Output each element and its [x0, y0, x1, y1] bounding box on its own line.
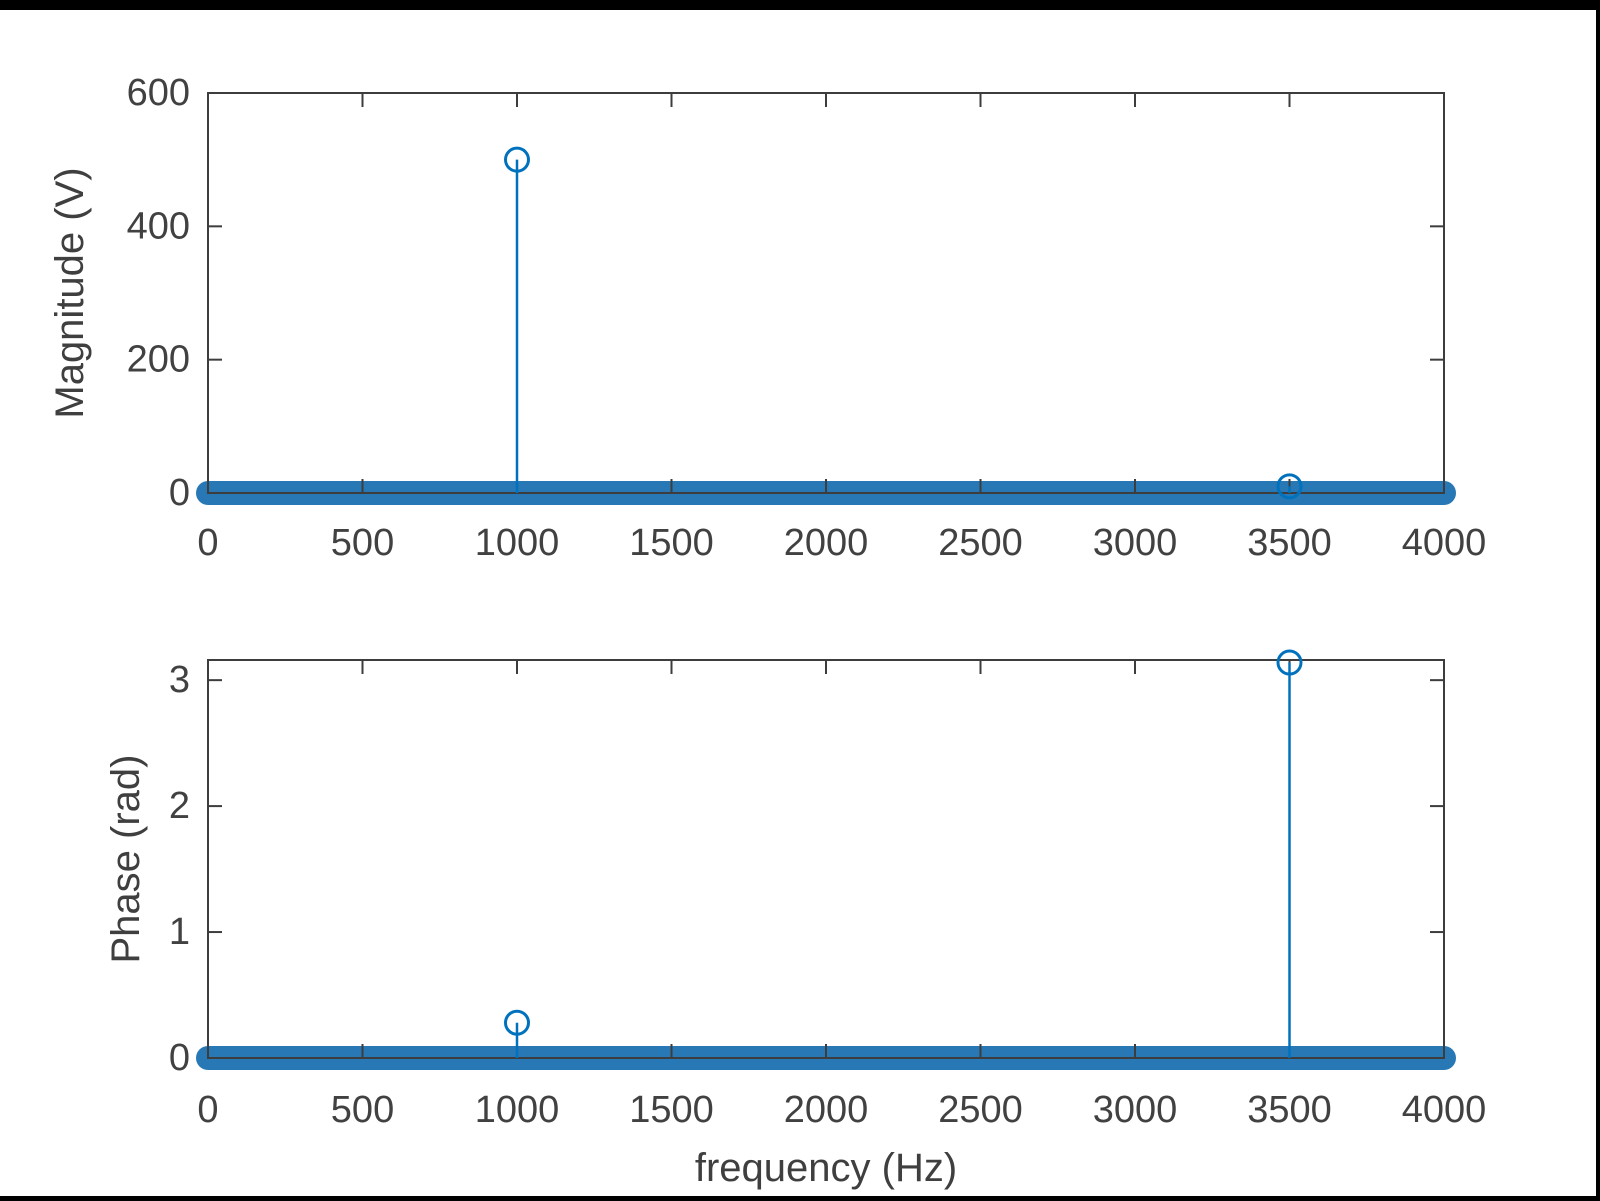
x-tick-label: 500 [331, 522, 394, 564]
x-tick-label: 3500 [1247, 522, 1332, 564]
y-tick-label: 0 [169, 472, 190, 514]
x-tick-label: 0 [197, 1089, 218, 1131]
stem-marker [1276, 473, 1303, 500]
screenshot-border-right [1596, 0, 1600, 1201]
plot-box [207, 92, 1445, 494]
x-tick-label: 2000 [784, 1089, 869, 1131]
x-tick-label: 500 [331, 1089, 394, 1131]
x-tick-label: 2000 [784, 522, 869, 564]
x-tick-label: 0 [197, 522, 218, 564]
x-tick-label: 3000 [1093, 522, 1178, 564]
y-tick-label: 1 [169, 911, 190, 953]
stem-marker [504, 146, 530, 173]
x-tick-label: 4000 [1402, 1089, 1487, 1131]
x-tick-label: 2500 [938, 1089, 1023, 1131]
x-tick-label: 1500 [629, 522, 714, 564]
screenshot-border-bottom [0, 1196, 1600, 1201]
y-tick-label: 400 [127, 205, 190, 247]
y-tick-label: 0 [169, 1037, 190, 1079]
stem-marker [1276, 649, 1303, 676]
x-tick-label: 1000 [475, 522, 560, 564]
x-tick-label: 1500 [629, 1089, 714, 1131]
x-tick-label: 4000 [1402, 522, 1487, 564]
y-tick-label: 2 [169, 785, 190, 827]
stem-marker [504, 1009, 530, 1036]
x-tick-label: 3000 [1093, 1089, 1178, 1131]
y-tick-label: 3 [169, 659, 190, 701]
y-tick-label: 600 [127, 72, 190, 114]
screenshot-border-top [0, 0, 1600, 10]
x-tick-label: 3500 [1247, 1089, 1332, 1131]
x-tick-label: 1000 [475, 1089, 560, 1131]
y-tick-label: 200 [127, 339, 190, 381]
x-tick-label: 2500 [938, 522, 1023, 564]
plot-box [207, 659, 1445, 1059]
